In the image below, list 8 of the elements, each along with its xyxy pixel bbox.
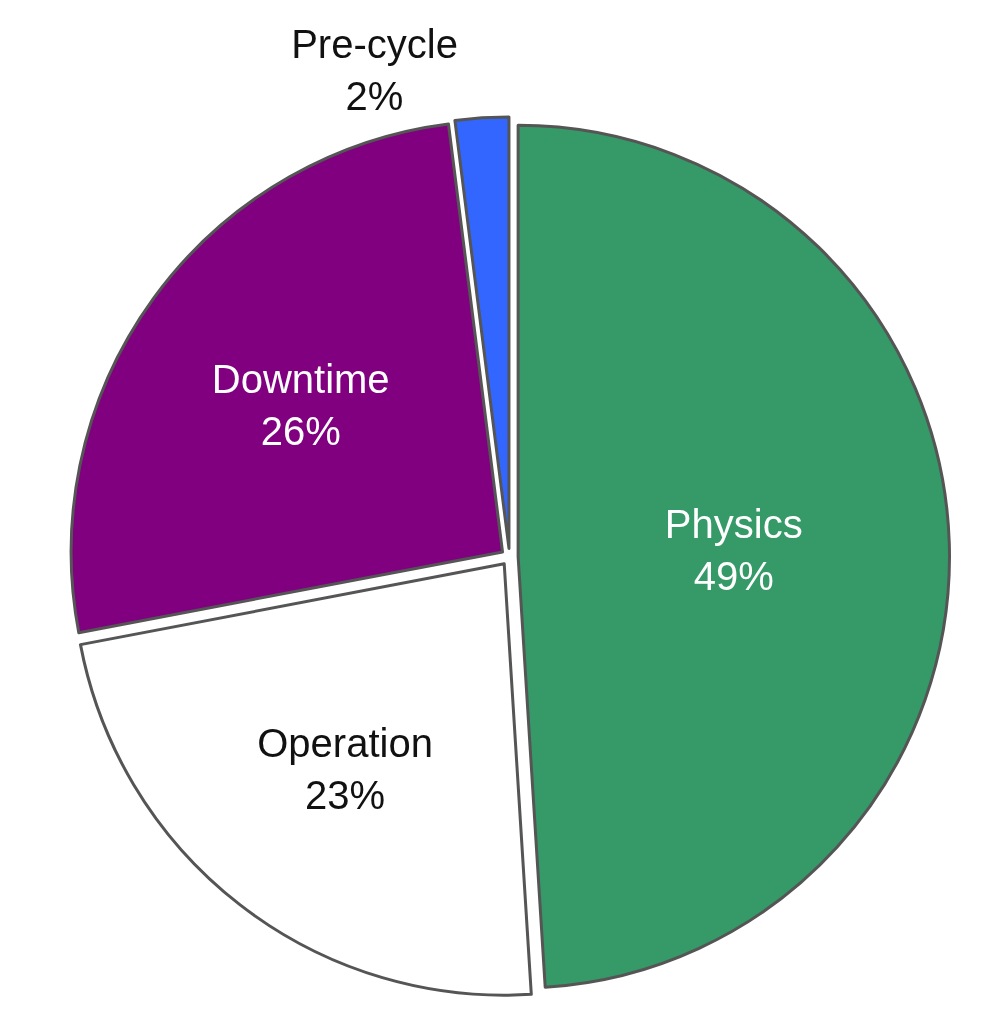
slice-label: Physics (664, 501, 803, 546)
data-label: 49% (693, 553, 774, 598)
slice-label: Operation (257, 720, 433, 765)
data-label: 2% (345, 74, 404, 119)
data-label: 26% (260, 409, 341, 454)
data-label: 23% (305, 772, 386, 817)
slice-label: Pre-cycle (291, 22, 458, 67)
slice-label: Downtime (211, 357, 390, 402)
